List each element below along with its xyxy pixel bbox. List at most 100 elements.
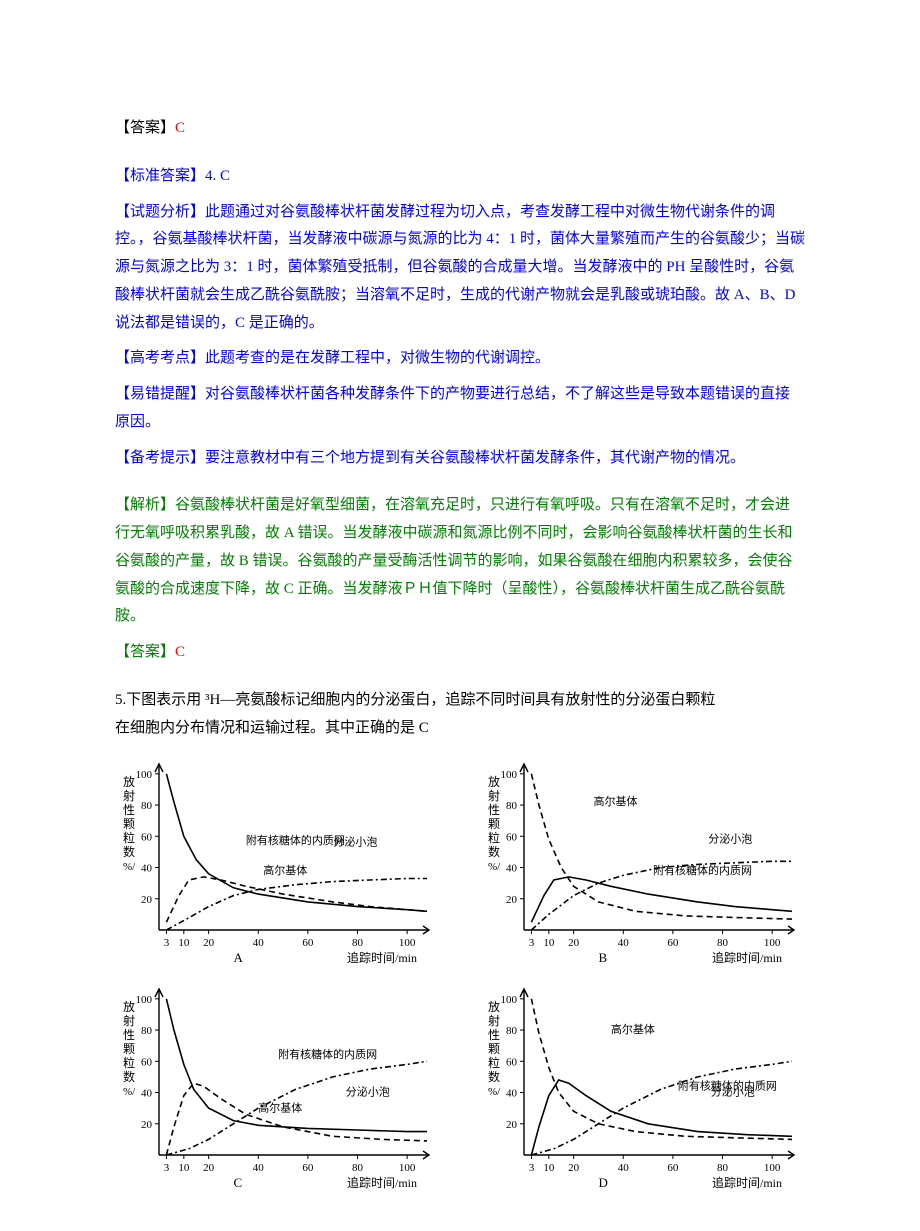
chart-C: 2040608010031020406080100放射性颗粒数%/追踪时间/mi…	[115, 981, 440, 1191]
svg-text:10: 10	[178, 937, 190, 949]
svg-text:性: 性	[488, 803, 500, 817]
spacer	[115, 675, 805, 687]
svg-text:20: 20	[203, 937, 215, 949]
svg-text:80: 80	[352, 937, 364, 949]
svg-text:附有核糖体的内质网: 附有核糖体的内质网	[278, 1047, 377, 1061]
svg-text:追踪时间/min: 追踪时间/min	[712, 950, 782, 965]
chart-B: 2040608010031020406080100放射性颗粒数%/追踪时间/mi…	[480, 756, 805, 966]
svg-text:附有核糖体的内质网: 附有核糖体的内质网	[246, 833, 345, 847]
svg-text:3: 3	[164, 1162, 170, 1174]
svg-text:60: 60	[506, 1057, 518, 1069]
standard-answer: 【标准答案】4. C	[115, 163, 805, 191]
chart-svg-B: 2040608010031020406080100放射性颗粒数%/追踪时间/mi…	[480, 756, 800, 966]
answer-1: 【答案】C	[115, 115, 805, 143]
svg-text:高尔基体: 高尔基体	[258, 1101, 302, 1115]
svg-text:颗: 颗	[123, 817, 135, 831]
svg-text:100: 100	[399, 1162, 416, 1174]
svg-text:放: 放	[123, 999, 135, 1014]
svg-text:20: 20	[141, 894, 153, 906]
svg-text:分泌小泡: 分泌小泡	[711, 1085, 755, 1099]
svg-text:80: 80	[141, 800, 153, 812]
svg-text:80: 80	[506, 1025, 518, 1037]
svg-text:40: 40	[253, 1162, 265, 1174]
answer-2: 【答案】C	[115, 639, 805, 667]
answer-1-value: C	[175, 120, 185, 136]
standard-answer-value: 4. C	[205, 168, 230, 184]
svg-text:40: 40	[506, 1088, 518, 1100]
standard-answer-label: 【标准答案】	[115, 168, 205, 184]
svg-text:3: 3	[529, 937, 535, 949]
svg-text:3: 3	[529, 1162, 535, 1174]
svg-text:80: 80	[352, 1162, 364, 1174]
svg-text:60: 60	[141, 1057, 153, 1069]
svg-text:颗: 颗	[123, 1042, 135, 1056]
svg-text:20: 20	[568, 1162, 580, 1174]
svg-text:80: 80	[141, 1025, 153, 1037]
svg-text:40: 40	[141, 1088, 153, 1100]
svg-text:数: 数	[123, 1069, 135, 1084]
svg-text:100: 100	[764, 1162, 781, 1174]
svg-text:射: 射	[123, 788, 135, 803]
svg-text:%/: %/	[123, 1086, 136, 1098]
question-5: 5.下图表示用 ³H—亮氨酸标记细胞内的分泌蛋白，追踪不同时间具有放射性的分泌蛋…	[115, 687, 805, 743]
svg-text:100: 100	[136, 769, 153, 781]
spacer	[115, 480, 805, 492]
answer-2-value: C	[175, 644, 185, 660]
mistake-alert: 【易错提醒】对谷氨酸棒状杆菌各种发酵条件下的产物要进行总结，不了解这些是导致本题…	[115, 381, 805, 437]
svg-text:20: 20	[141, 1119, 153, 1131]
svg-text:分泌小泡: 分泌小泡	[346, 1085, 390, 1099]
svg-text:100: 100	[136, 994, 153, 1006]
svg-text:高尔基体: 高尔基体	[611, 1022, 655, 1036]
jiexi: 【解析】谷氨酸棒状杆菌是好氧型细菌，在溶氧充足时，只进行有氧呼吸。只有在溶氧不足…	[115, 492, 805, 631]
svg-text:颗: 颗	[488, 817, 500, 831]
svg-text:射: 射	[123, 1013, 135, 1028]
svg-text:放: 放	[488, 999, 500, 1014]
svg-text:数: 数	[123, 844, 135, 859]
svg-text:粒: 粒	[123, 1055, 135, 1070]
svg-text:放: 放	[123, 774, 135, 789]
svg-text:射: 射	[488, 1013, 500, 1028]
analysis-question-label: 【试题分析】	[115, 204, 205, 220]
exam-tip-text: 要注意教材中有三个地方提到有关谷氨酸棒状杆菌发酵条件，其代谢产物的情况。	[205, 450, 745, 466]
chart-svg-C: 2040608010031020406080100放射性颗粒数%/追踪时间/mi…	[115, 981, 435, 1191]
svg-text:60: 60	[141, 832, 153, 844]
svg-text:20: 20	[568, 937, 580, 949]
svg-text:高尔基体: 高尔基体	[593, 794, 637, 808]
question-5-number: 5.	[115, 692, 126, 708]
mistake-alert-text: 对谷氨酸棒状杆菌各种发酵条件下的产物要进行总结，不了解这些是导致本题错误的直接原…	[115, 386, 790, 430]
chart-svg-A: 2040608010031020406080100放射性颗粒数%/追踪时间/mi…	[115, 756, 435, 966]
gaokao-point-text: 此题考查的是在发酵工程中，对微生物的代谢调控。	[205, 350, 550, 366]
svg-text:60: 60	[506, 832, 518, 844]
svg-text:粒: 粒	[488, 1055, 500, 1070]
svg-text:10: 10	[178, 1162, 190, 1174]
svg-text:60: 60	[302, 1162, 314, 1174]
svg-text:放: 放	[488, 774, 500, 789]
gaokao-point: 【高考考点】此题考查的是在发酵工程中，对微生物的代谢调控。	[115, 345, 805, 373]
svg-text:A: A	[233, 950, 243, 965]
exam-tip-label: 【备考提示】	[115, 450, 205, 466]
question-5-text-1: 下图表示用 ³H—亮氨酸标记细胞内的分泌蛋白，追踪不同时间具有放射性的分泌蛋白颗…	[126, 692, 715, 708]
gaokao-point-label: 【高考考点】	[115, 350, 205, 366]
svg-text:性: 性	[123, 803, 135, 817]
svg-text:100: 100	[764, 937, 781, 949]
svg-text:B: B	[598, 950, 607, 965]
spacer	[115, 151, 805, 163]
svg-text:10: 10	[543, 937, 555, 949]
svg-text:%/: %/	[488, 1086, 501, 1098]
svg-text:60: 60	[302, 937, 314, 949]
svg-text:20: 20	[506, 894, 518, 906]
svg-text:40: 40	[506, 863, 518, 875]
svg-text:80: 80	[506, 800, 518, 812]
svg-text:60: 60	[667, 1162, 679, 1174]
svg-text:20: 20	[203, 1162, 215, 1174]
jiexi-text: 谷氨酸棒状杆菌是好氧型细菌，在溶氧充足时，只进行有氧呼吸。只有在溶氧不足时，才会…	[115, 497, 793, 624]
chart-A: 2040608010031020406080100放射性颗粒数%/追踪时间/mi…	[115, 756, 440, 966]
question-5-text-2: 在细胞内分布情况和运输过程。其中正确的是 C	[115, 720, 429, 736]
svg-text:80: 80	[717, 1162, 729, 1174]
svg-text:10: 10	[543, 1162, 555, 1174]
svg-text:80: 80	[717, 937, 729, 949]
svg-text:数: 数	[488, 1069, 500, 1084]
analysis-question-text: 此题通过对谷氨酸棒状杆菌发酵过程为切入点，考查发酵工程中对微生物代谢条件的调控。…	[115, 204, 805, 331]
svg-text:40: 40	[618, 937, 630, 949]
svg-text:100: 100	[501, 994, 518, 1006]
